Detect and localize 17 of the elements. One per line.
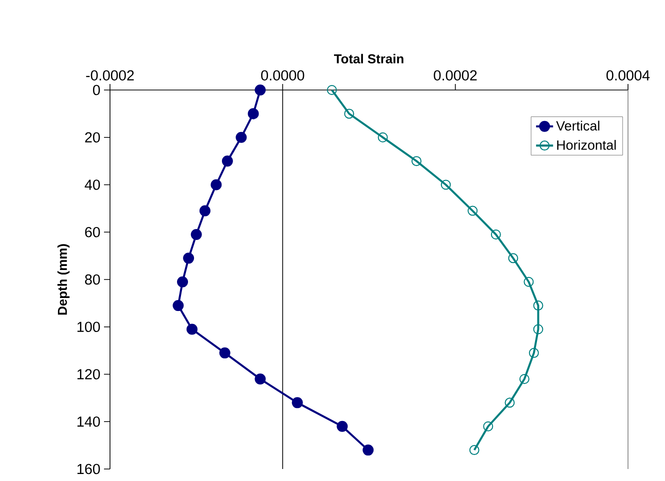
legend-label: Vertical <box>556 120 600 131</box>
legend-label: Horizontal <box>557 140 616 150</box>
y-tick-label: 0 <box>93 84 100 96</box>
y-tick-label: 140 <box>77 416 100 427</box>
x-tick-label: 0.0002 <box>434 70 477 80</box>
y-tick-label: 40 <box>84 180 100 190</box>
y-tick-label: 60 <box>85 227 100 238</box>
x-axis-title: Total Strain <box>334 54 404 64</box>
x-tick-label: 0.0004 <box>606 70 650 80</box>
y-tick-label: 20 <box>85 132 100 142</box>
y-axis-title: Depth (mm) <box>57 244 70 315</box>
y-tick-label: 80 <box>85 274 100 285</box>
y-tick-label: 160 <box>77 464 100 474</box>
x-tick-label: 0.0000 <box>261 70 304 80</box>
y-tick-label: 100 <box>77 322 100 332</box>
x-tick-label: -0.0002 <box>86 70 134 80</box>
y-tick-label: 120 <box>77 369 100 380</box>
